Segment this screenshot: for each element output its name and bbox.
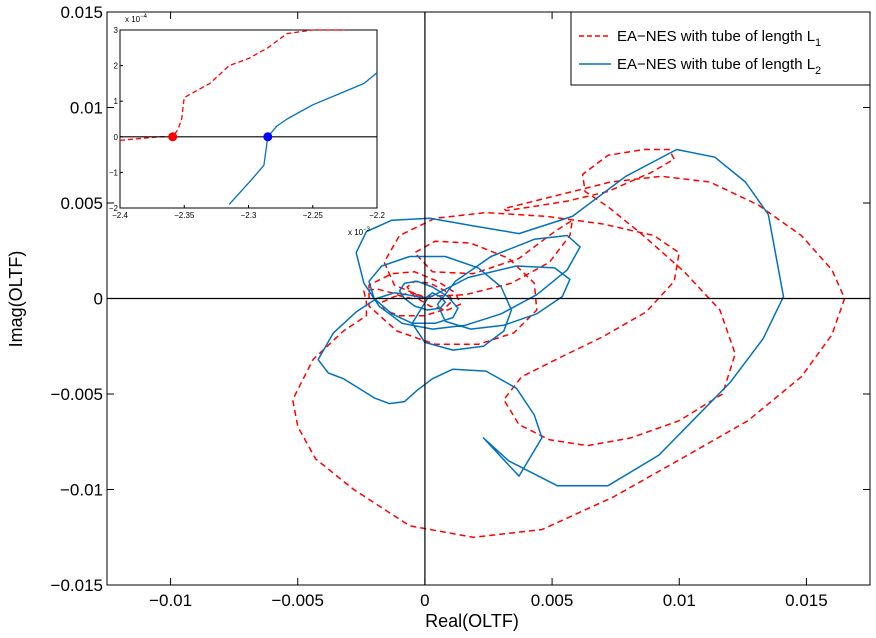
x-tick-label: 0.01 — [663, 591, 696, 610]
inset-zoom-plot: −2.4 −2.35 −2.3 −2.25 −2.2 3 2 1 0 −1 −2 x 10−4 x… — [109, 14, 386, 237]
crossing-point-2 — [263, 132, 273, 142]
inset-y-tick-label: −1 — [109, 168, 119, 177]
inset-x-tick-label: −2.25 — [303, 211, 324, 220]
inset-x-exponent: x 10−3 — [348, 227, 371, 237]
inset-y-tick-label: 0 — [114, 133, 119, 142]
inset-y-tick-label: 3 — [114, 26, 119, 35]
inset-series-line-2 — [228, 72, 378, 205]
y-tick-label: 0 — [94, 290, 103, 309]
y-tick-label: 0.01 — [70, 99, 103, 118]
inset-y-tick-label: −2 — [109, 204, 119, 213]
x-tick-label: 0 — [420, 591, 429, 610]
legend-label-l1: EA−NES with tube of length L1 — [617, 28, 821, 49]
x-tick-label: −0.005 — [272, 591, 324, 610]
series-line-1 — [291, 148, 846, 539]
x-axis-label: Real(OLTF) — [425, 611, 519, 631]
inset-x-tick-label: −2.2 — [369, 211, 385, 220]
inset-x-tick-label: −2.35 — [174, 211, 195, 220]
y-tick-label: 0.015 — [60, 3, 103, 22]
y-axis-label: Imag(OLTF) — [6, 251, 26, 348]
y-tick-label: −0.015 — [51, 576, 103, 595]
inset-x-tick-label: −2.3 — [241, 211, 257, 220]
y-tick-label: −0.005 — [51, 385, 103, 404]
y-tick-label: 0.005 — [60, 194, 103, 213]
legend: EA−NES with tube of length L1 EA−NES wit… — [570, 11, 871, 86]
inset-y-tick-label: 2 — [114, 62, 119, 71]
legend-box — [570, 11, 871, 86]
series-line-2 — [317, 148, 785, 487]
inset-y-tick-label: 1 — [114, 97, 119, 106]
legend-label-l2: EA−NES with tube of length L2 — [617, 56, 821, 77]
y-tick-label: −0.01 — [60, 481, 103, 500]
crossing-point-1 — [168, 132, 178, 142]
inset-y-exponent: x 10−4 — [125, 14, 148, 24]
x-tick-label: 0.015 — [785, 591, 828, 610]
x-tick-label: −0.01 — [149, 591, 192, 610]
main-axes: −0.01 −0.005 0 0.005 0.01 0.015 0.015 0.01 0.00… — [6, 3, 871, 631]
inset-x-tick-label: −2.4 — [112, 211, 128, 220]
inset-axes-box — [119, 29, 378, 209]
x-tick-label: 0.005 — [531, 591, 574, 610]
